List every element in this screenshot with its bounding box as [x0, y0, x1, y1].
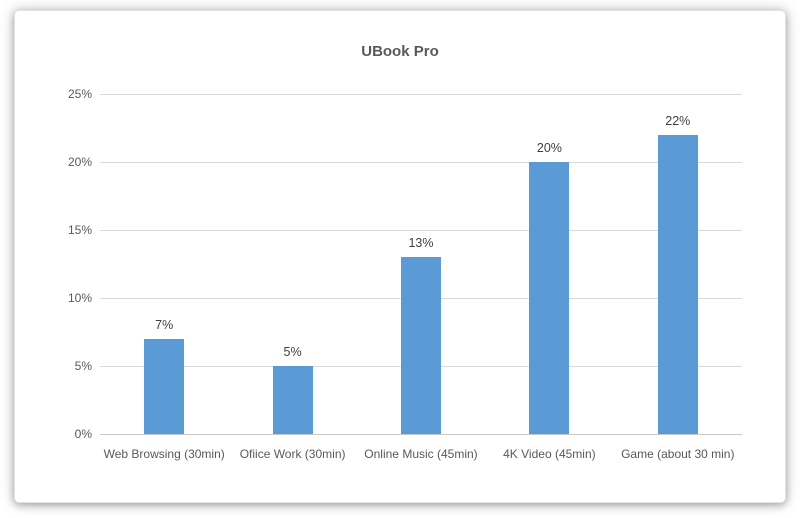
x-axis-category-label: Game (about 30 min) — [621, 447, 735, 461]
gridline — [100, 94, 742, 95]
y-axis-tick-label: 0% — [74, 427, 92, 441]
bar: 22% — [657, 114, 698, 434]
plot-area: 7% 5% 13% 20% 22% — [100, 94, 742, 435]
x-axis-category-label: Ofiice Work (30min) — [239, 447, 346, 461]
gridline — [100, 230, 742, 231]
y-axis-tick-label: 10% — [67, 291, 92, 305]
bar-value-label: 7% — [155, 317, 174, 332]
y-axis-tick-label: 25% — [67, 87, 92, 101]
chart-card: UBook Pro 0% 5% 10% 15% 20% 25% 7% 5% 13% 20% 22%… — [14, 10, 786, 503]
bar-value-label: 20% — [536, 141, 562, 155]
bar: 13% — [401, 236, 441, 434]
x-axis-category-label: Web Browsing (30min) — [103, 447, 225, 461]
bar: 20% — [529, 141, 570, 434]
chart-title: UBook Pro — [361, 43, 439, 60]
bar: 5% — [272, 345, 313, 434]
x-axis-category-label: Online Music (45min) — [364, 447, 478, 461]
x-axis-line — [100, 434, 742, 435]
y-axis-tick-label: 20% — [67, 155, 92, 169]
bar-value-label: 5% — [283, 345, 302, 359]
bar-value-label: 22% — [665, 113, 691, 128]
bar-value-label: 13% — [408, 236, 434, 251]
y-axis-tick-label: 15% — [67, 223, 92, 237]
x-axis: Web Browsing (30min) Ofiice Work (30min) O… — [100, 443, 742, 465]
y-axis-tick-label: 5% — [74, 359, 92, 373]
x-axis-category-label: 4K Video (45min) — [503, 447, 596, 461]
bar: 7% — [144, 318, 185, 434]
gridline — [100, 162, 742, 163]
